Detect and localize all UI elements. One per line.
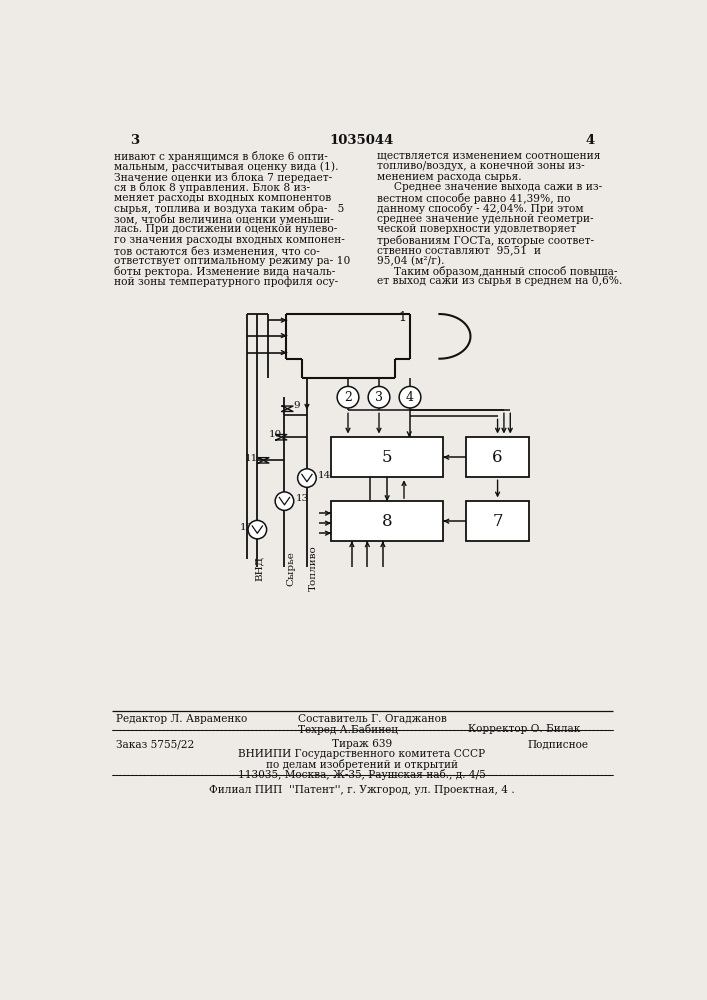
Text: менением расхода сырья.: менением расхода сырья.: [377, 172, 521, 182]
Text: 113035, Москва, Ж-35, Раушская наб., д. 4/5: 113035, Москва, Ж-35, Раушская наб., д. …: [238, 769, 486, 780]
Text: 14: 14: [317, 471, 331, 480]
Text: нивают с хранящимся в блоке 6 опти-: нивают с хранящимся в блоке 6 опти-: [114, 151, 328, 162]
Text: мальным, рассчитывая оценку вида (1).: мальным, рассчитывая оценку вида (1).: [114, 161, 339, 172]
Text: 12: 12: [240, 523, 254, 532]
Text: Сырье: Сырье: [286, 551, 295, 586]
Circle shape: [275, 492, 293, 510]
Text: сырья, топлива и воздуха таким обра-   5: сырья, топлива и воздуха таким обра- 5: [114, 203, 344, 214]
Text: 95,04 (м²/г).: 95,04 (м²/г).: [377, 256, 444, 266]
Text: Подписное: Подписное: [527, 739, 588, 749]
Text: Топливо: Топливо: [308, 545, 317, 591]
Text: Филиал ПИП  ''Патент'', г. Ужгород, ул. Проектная, 4 .: Филиал ПИП ''Патент'', г. Ужгород, ул. П…: [209, 785, 515, 795]
Text: 1035044: 1035044: [329, 134, 394, 147]
Text: 3: 3: [375, 391, 383, 404]
Text: Техред А.Бабинец: Техред А.Бабинец: [298, 724, 397, 735]
Text: 1: 1: [398, 311, 407, 324]
Text: Редактор Л. Авраменко: Редактор Л. Авраменко: [115, 714, 247, 724]
Text: 3: 3: [130, 134, 139, 147]
Text: ческой поверхности удовлетворяет: ческой поверхности удовлетворяет: [377, 224, 575, 234]
Text: тов остаются без изменения, что со-: тов остаются без изменения, что со-: [114, 245, 320, 256]
Bar: [466, 501, 530, 541]
Text: ственно составляют  95,51  и: ственно составляют 95,51 и: [377, 245, 541, 255]
Text: боты ректора. Изменение вида началь-: боты ректора. Изменение вида началь-: [114, 266, 335, 277]
Text: 8: 8: [382, 513, 392, 530]
Text: зом, чтобы величина оценки уменьши-: зом, чтобы величина оценки уменьши-: [114, 214, 334, 225]
Circle shape: [298, 469, 316, 487]
Text: 13: 13: [296, 494, 308, 503]
Text: 5: 5: [382, 449, 392, 466]
Text: 10: 10: [269, 430, 282, 439]
Text: 11: 11: [245, 454, 258, 463]
Text: 7: 7: [492, 513, 503, 530]
Text: Составитель Г. Огаджанов: Составитель Г. Огаджанов: [298, 714, 447, 724]
Text: данному способу - 42,04%. При этом: данному способу - 42,04%. При этом: [377, 203, 583, 214]
Text: 2: 2: [344, 391, 352, 404]
Text: требованиям ГОСТа, которые соответ-: требованиям ГОСТа, которые соответ-: [377, 235, 594, 246]
Text: 4: 4: [406, 391, 414, 404]
Text: го значения расходы входных компонен-: го значения расходы входных компонен-: [114, 235, 345, 245]
Text: лась. При достижении оценкой нулево-: лась. При достижении оценкой нулево-: [114, 224, 337, 234]
Text: ществляется изменением соотношения: ществляется изменением соотношения: [377, 151, 600, 161]
Text: ответствует оптимальному режиму ра- 10: ответствует оптимальному режиму ра- 10: [114, 256, 351, 266]
Text: ся в блок 8 управления. Блок 8 из-: ся в блок 8 управления. Блок 8 из-: [114, 182, 310, 193]
Bar: [331, 437, 443, 477]
Circle shape: [248, 520, 267, 539]
Text: Значение оценки из блока 7 передает-: Значение оценки из блока 7 передает-: [114, 172, 332, 183]
Text: ВНИИПИ Государственного комитета СССР: ВНИИПИ Государственного комитета СССР: [238, 749, 486, 759]
Text: Тираж 639: Тираж 639: [332, 739, 392, 749]
Text: вестном способе равно 41,39%, по: вестном способе равно 41,39%, по: [377, 193, 570, 204]
Text: ВНД: ВНД: [255, 556, 264, 581]
Text: 9: 9: [293, 401, 300, 410]
Text: меняет расходы входных компонентов: меняет расходы входных компонентов: [114, 193, 331, 203]
Text: Таким образом,данный способ повыша-: Таким образом,данный способ повыша-: [377, 266, 617, 277]
Text: 6: 6: [492, 449, 503, 466]
Text: Среднее значение выхода сажи в из-: Среднее значение выхода сажи в из-: [377, 182, 602, 192]
Text: по делам изобретений и открытий: по делам изобретений и открытий: [266, 759, 458, 770]
Circle shape: [399, 386, 421, 408]
Text: Корректор О. Билак: Корректор О. Билак: [468, 724, 580, 734]
Bar: [466, 437, 530, 477]
Text: Заказ 5755/22: Заказ 5755/22: [115, 739, 194, 749]
Text: ной зоны температурного профиля осу-: ной зоны температурного профиля осу-: [114, 276, 338, 287]
Text: ет выход сажи из сырья в среднем на 0,6%.: ет выход сажи из сырья в среднем на 0,6%…: [377, 276, 622, 286]
Bar: [331, 501, 443, 541]
Circle shape: [368, 386, 390, 408]
Text: топливо/воздух, а конечной зоны из-: топливо/воздух, а конечной зоны из-: [377, 161, 585, 171]
Text: среднее значение удельной геометри-: среднее значение удельной геометри-: [377, 214, 593, 224]
Circle shape: [337, 386, 359, 408]
Text: 4: 4: [586, 134, 595, 147]
